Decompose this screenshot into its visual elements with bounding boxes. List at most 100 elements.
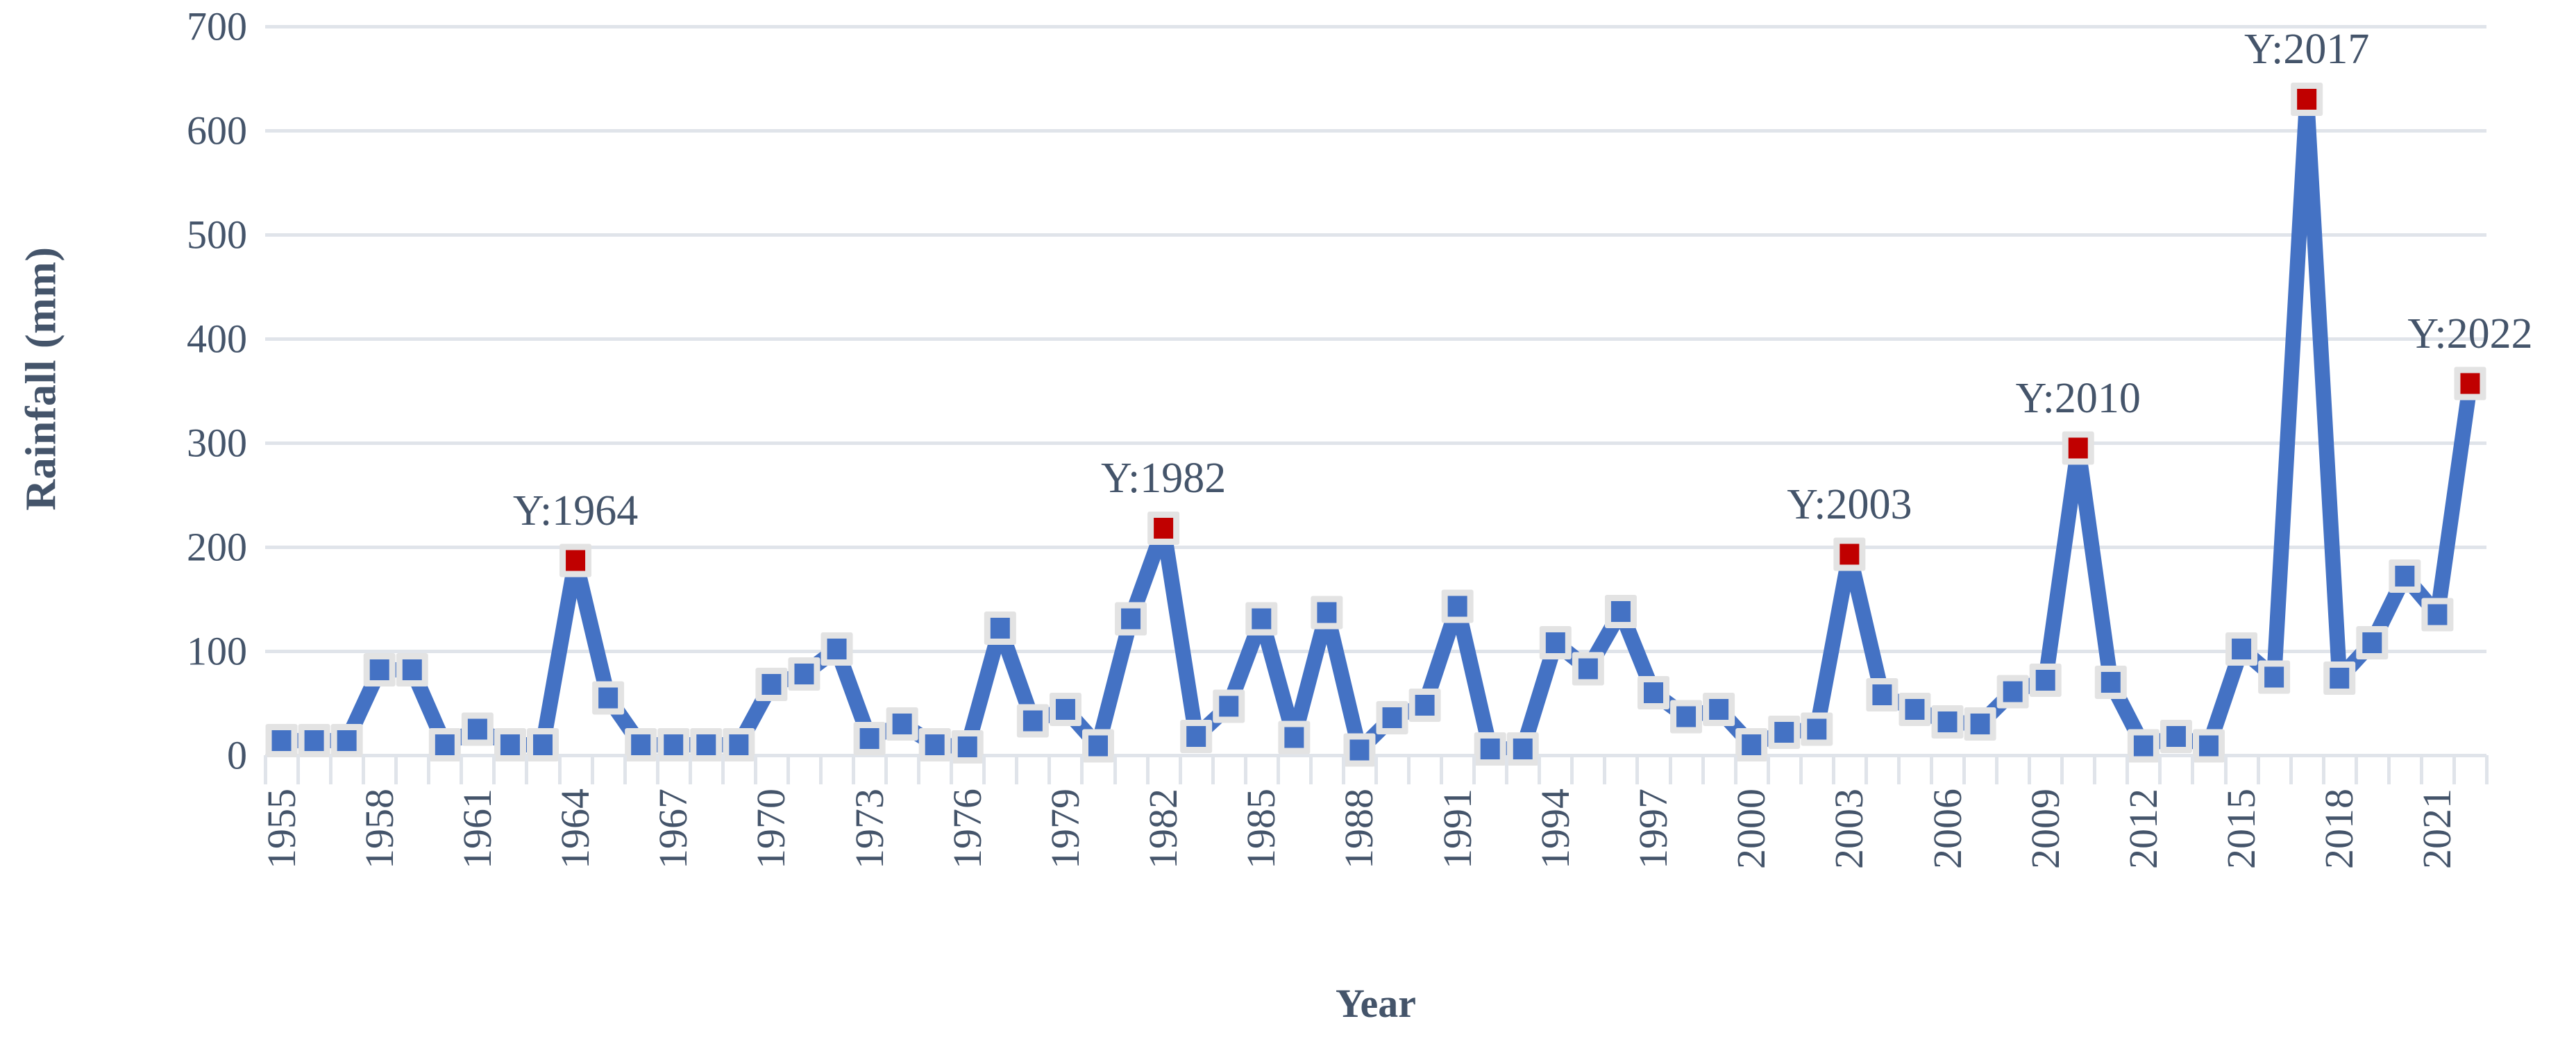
- data-point[interactable]: [435, 734, 455, 755]
- data-point[interactable]: [794, 664, 814, 684]
- data-point[interactable]: [1447, 596, 1467, 617]
- y-tick-label: 400: [187, 316, 247, 362]
- data-point[interactable]: [1252, 608, 1272, 630]
- data-point[interactable]: [664, 734, 684, 755]
- data-point[interactable]: [2133, 735, 2153, 757]
- data-point[interactable]: [337, 730, 357, 751]
- x-tick-label: 2009: [2022, 789, 2068, 869]
- x-tick-label: 1988: [1336, 789, 1382, 869]
- plot-area: [265, 25, 2486, 767]
- data-point[interactable]: [1415, 695, 1435, 716]
- data-point[interactable]: [1513, 739, 1533, 759]
- gridline: [265, 441, 2486, 445]
- data-point[interactable]: [533, 734, 553, 755]
- x-tick-label: 1973: [846, 789, 892, 869]
- x-tick-mark: [1831, 755, 1835, 784]
- data-point[interactable]: [1610, 601, 1631, 622]
- x-tick-label: 2006: [1924, 789, 1970, 869]
- data-point[interactable]: [1807, 718, 1827, 740]
- data-point-highlighted[interactable]: [2460, 373, 2480, 394]
- data-point[interactable]: [2362, 632, 2382, 653]
- data-point[interactable]: [2427, 604, 2448, 625]
- x-tick-mark: [2256, 755, 2260, 784]
- data-point-highlighted[interactable]: [1840, 543, 1860, 565]
- data-point[interactable]: [2035, 670, 2055, 691]
- data-point[interactable]: [1022, 710, 1043, 732]
- data-point[interactable]: [827, 639, 847, 659]
- x-tick-mark: [427, 755, 431, 784]
- point-annotation: Y:1982: [1100, 455, 1227, 502]
- data-point[interactable]: [2264, 666, 2284, 688]
- data-point[interactable]: [1186, 726, 1206, 747]
- x-tick-label: 1967: [650, 789, 696, 869]
- data-point[interactable]: [1382, 707, 1402, 728]
- data-point[interactable]: [304, 730, 324, 751]
- x-tick-mark: [623, 755, 627, 784]
- data-point[interactable]: [1709, 699, 1729, 720]
- data-point[interactable]: [467, 718, 487, 740]
- data-point[interactable]: [729, 734, 749, 755]
- data-point[interactable]: [1578, 658, 1598, 680]
- data-point[interactable]: [1480, 739, 1500, 759]
- x-tick-mark: [753, 755, 757, 784]
- data-point[interactable]: [2232, 639, 2252, 659]
- x-tick-mark: [1080, 755, 1084, 784]
- data-point[interactable]: [990, 618, 1010, 639]
- point-annotation: Y:2003: [1787, 480, 1912, 528]
- data-point[interactable]: [2003, 681, 2023, 702]
- x-tick-mark: [2354, 755, 2358, 784]
- data-point[interactable]: [1088, 735, 1108, 757]
- data-point[interactable]: [1349, 739, 1370, 761]
- x-tick-mark: [329, 755, 333, 784]
- point-annotation: Y:2010: [2015, 374, 2141, 422]
- x-axis-tick-labels: 1955 1958 1961 1964 1967 1970 1973 1976 1979 1982…: [259, 789, 2486, 955]
- data-point[interactable]: [2330, 668, 2350, 689]
- data-point[interactable]: [859, 728, 879, 749]
- data-point[interactable]: [761, 674, 782, 695]
- x-tick-mark: [1047, 755, 1052, 784]
- data-point[interactable]: [1219, 696, 1239, 717]
- x-tick-mark: [1145, 755, 1150, 784]
- data-point[interactable]: [1872, 684, 1892, 705]
- gridline: [265, 129, 2486, 133]
- data-point[interactable]: [1055, 699, 1075, 720]
- data-point[interactable]: [1676, 706, 1697, 727]
- data-point[interactable]: [2395, 566, 2415, 587]
- data-point[interactable]: [271, 730, 292, 751]
- y-tick-label: 0: [227, 732, 247, 778]
- data-point[interactable]: [1317, 602, 1337, 623]
- data-point[interactable]: [1121, 608, 1141, 630]
- data-point-highlighted[interactable]: [2297, 89, 2317, 110]
- data-point[interactable]: [598, 687, 618, 709]
- data-point[interactable]: [1644, 682, 1663, 703]
- x-tick-label: 2012: [2120, 789, 2166, 869]
- data-point[interactable]: [1937, 711, 1958, 732]
- data-point[interactable]: [1905, 699, 1925, 720]
- x-tick-mark: [2419, 755, 2423, 784]
- data-point[interactable]: [1774, 722, 1794, 743]
- data-point[interactable]: [369, 659, 389, 680]
- x-tick-label: 2003: [1826, 789, 1872, 869]
- data-point[interactable]: [1742, 734, 1762, 755]
- data-point[interactable]: [696, 734, 716, 755]
- data-point[interactable]: [1545, 632, 1565, 653]
- data-point[interactable]: [2101, 672, 2121, 693]
- data-point[interactable]: [957, 736, 977, 757]
- data-point-highlighted[interactable]: [1154, 518, 1174, 539]
- data-point-highlighted[interactable]: [2068, 437, 2088, 459]
- x-tick-mark: [1276, 755, 1280, 784]
- x-tick-label: 2021: [2414, 789, 2460, 869]
- data-point[interactable]: [2166, 726, 2186, 747]
- data-point[interactable]: [925, 734, 945, 755]
- data-point-highlighted[interactable]: [566, 550, 586, 571]
- data-point[interactable]: [1970, 714, 1990, 734]
- data-point[interactable]: [402, 659, 422, 680]
- data-point[interactable]: [500, 734, 520, 755]
- data-point[interactable]: [892, 714, 912, 734]
- data-point[interactable]: [631, 734, 651, 755]
- data-point[interactable]: [1284, 727, 1304, 748]
- x-tick-label: 1991: [1434, 789, 1480, 869]
- data-point[interactable]: [2199, 735, 2219, 757]
- x-tick-mark: [917, 755, 921, 784]
- x-tick-mark: [2191, 755, 2195, 784]
